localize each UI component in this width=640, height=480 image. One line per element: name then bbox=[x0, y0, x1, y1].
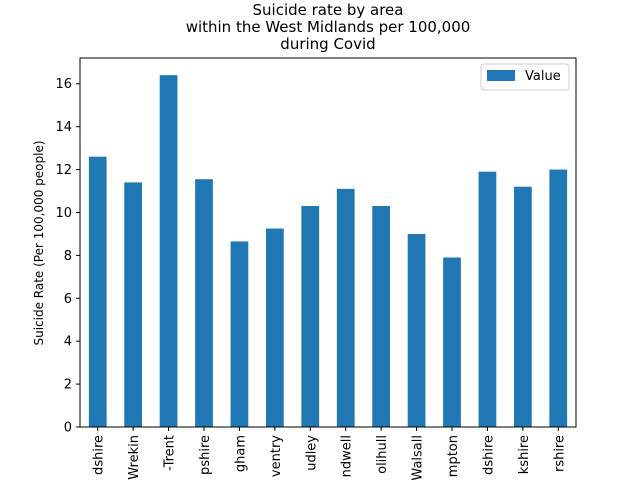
x-tick-label-7: ndwell bbox=[340, 435, 355, 477]
bar-9 bbox=[407, 233, 426, 427]
bar-5 bbox=[266, 228, 284, 427]
chart-title-line-3: during Covid bbox=[280, 35, 375, 53]
x-tick-label-12: kshire bbox=[517, 435, 532, 474]
x-tick-label-0: dshire bbox=[92, 435, 107, 475]
y-tick-label-3: 6 bbox=[64, 292, 72, 307]
bar-3 bbox=[195, 179, 213, 427]
x-tick-label-5: ventry bbox=[269, 435, 284, 477]
bar-13 bbox=[549, 169, 568, 427]
bar-11 bbox=[478, 171, 497, 427]
y-tick-label-7: 14 bbox=[55, 120, 72, 135]
y-tick-label-1: 2 bbox=[64, 378, 72, 393]
legend-swatch bbox=[487, 70, 515, 81]
x-axis: dshire Wrekin -Trent pshire gham ventry udley n… bbox=[92, 427, 567, 480]
x-tick-label-8: olihull bbox=[375, 435, 390, 474]
legend: Value bbox=[480, 63, 570, 91]
legend-label: Value bbox=[525, 69, 561, 84]
bar-10 bbox=[443, 257, 461, 427]
bar-2 bbox=[159, 75, 178, 428]
x-tick-label-10: mpton bbox=[446, 435, 461, 477]
bar-8 bbox=[372, 206, 390, 427]
bar-4 bbox=[230, 241, 249, 427]
y-tick-label-0: 0 bbox=[64, 421, 72, 436]
x-tick-label-3: pshire bbox=[198, 435, 213, 475]
bar-6 bbox=[301, 206, 320, 427]
bar-1 bbox=[124, 182, 142, 427]
plot-frame bbox=[79, 57, 577, 428]
bar-12 bbox=[514, 186, 532, 427]
bar-7 bbox=[336, 188, 355, 427]
y-tick-label-8: 16 bbox=[55, 77, 72, 92]
x-tick-label-1: Wrekin bbox=[127, 435, 142, 480]
x-tick-label-9: Walsall bbox=[411, 435, 426, 480]
chart-title-line-1: Suicide rate by area bbox=[253, 1, 404, 19]
y-tick-label-5: 10 bbox=[55, 206, 72, 221]
y-axis-label: Suicide Rate (Per 100,000 people) bbox=[32, 140, 46, 345]
y-tick-label-2: 4 bbox=[64, 335, 72, 350]
x-tick-label-4: gham bbox=[233, 435, 248, 472]
x-tick-label-6: udley bbox=[304, 435, 319, 471]
chart-title-line-2: within the West Midlands per 100,000 bbox=[186, 18, 471, 36]
bars-group bbox=[88, 75, 568, 428]
x-tick-label-11: dshire bbox=[481, 435, 496, 475]
chart-title: Suicide rate by area within the West Mid… bbox=[186, 1, 471, 53]
x-tick-label-2: -Trent bbox=[163, 435, 178, 471]
y-tick-label-4: 8 bbox=[64, 249, 72, 264]
y-axis: 0 2 4 6 8 10 12 14 16 bbox=[55, 77, 80, 436]
bar-0 bbox=[88, 156, 107, 428]
x-tick-label-13: rshire bbox=[552, 435, 567, 472]
y-tick-label-6: 12 bbox=[55, 163, 72, 178]
